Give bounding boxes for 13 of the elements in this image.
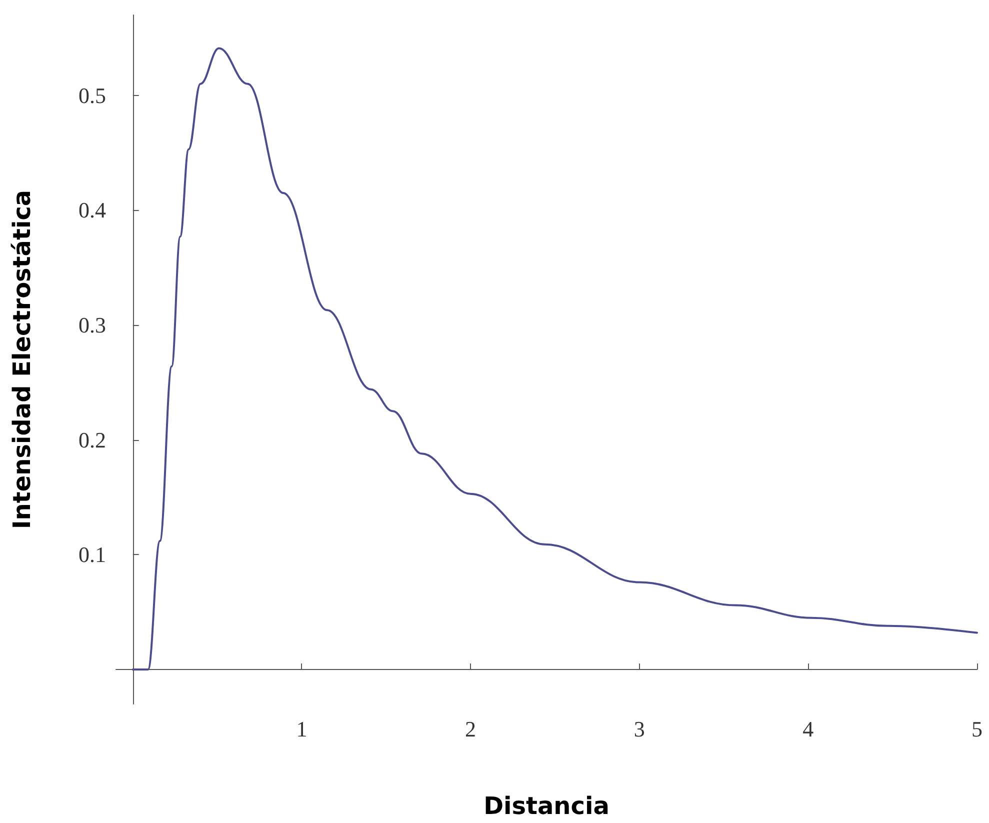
y-tick-label: 0.1 — [78, 542, 106, 568]
y-tick-label: 0.4 — [78, 198, 106, 223]
x-tick-label: 5 — [972, 716, 982, 742]
y-tick-label: 0.3 — [78, 312, 106, 338]
x-tick-label: 3 — [634, 716, 645, 742]
line-series — [132, 47, 978, 671]
y-tick-label: 0.2 — [78, 427, 106, 452]
y-tick-label: 0.5 — [78, 82, 106, 108]
x-tick-label: 1 — [296, 716, 308, 742]
y-axis-title: Intensidad Electrostática — [8, 190, 36, 530]
x-tick-label: 2 — [465, 716, 476, 742]
x-tick-label: 4 — [802, 716, 814, 742]
x-axis-title: Distancia — [484, 792, 610, 820]
